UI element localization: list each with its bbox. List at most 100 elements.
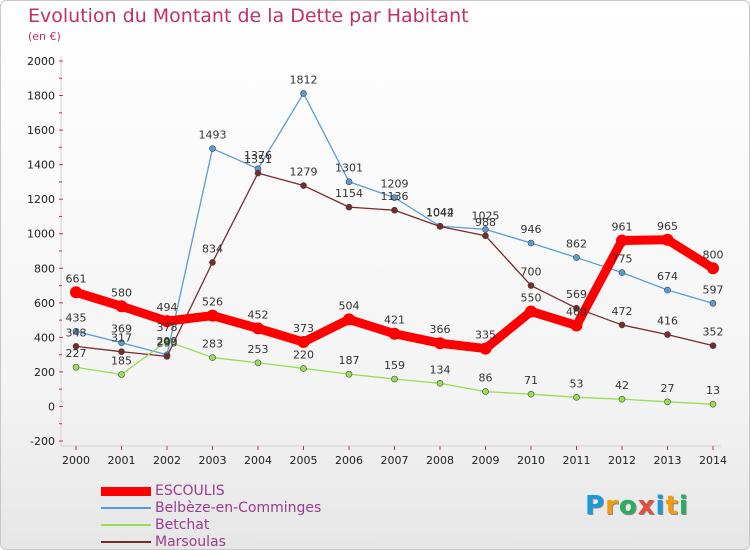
data-point: [118, 339, 125, 347]
data-label: 369: [111, 323, 132, 336]
data-point: [161, 315, 173, 328]
data-label: 187: [339, 354, 360, 367]
legend-swatch: [101, 524, 151, 526]
data-point: [709, 400, 717, 408]
data-label: 71: [524, 374, 538, 387]
data-point: [345, 203, 353, 211]
data-label: 1812: [290, 73, 318, 86]
legend-label: Marsoulas: [155, 534, 226, 550]
legend-swatch: [101, 541, 151, 543]
data-label: 373: [293, 322, 314, 335]
data-label: 965: [657, 220, 678, 233]
data-point: [345, 370, 353, 378]
data-label: 504: [339, 299, 360, 312]
data-label: 220: [293, 348, 314, 361]
data-label: 1376: [244, 149, 272, 162]
data-point: [709, 342, 717, 349]
data-label: 317: [111, 332, 132, 345]
data-label: 159: [384, 359, 405, 372]
data-point: [297, 336, 310, 349]
data-label: 348: [66, 326, 87, 339]
data-label: 800: [703, 248, 724, 261]
x-tick-label: 2013: [654, 454, 682, 467]
y-tick-label: 400: [34, 331, 55, 344]
data-label: 550: [521, 291, 542, 304]
data-point: [163, 337, 171, 345]
data-point: [345, 178, 353, 186]
data-label: 775: [612, 253, 633, 266]
data-label: 1279: [290, 166, 318, 179]
data-point: [206, 309, 219, 322]
data-label: 597: [703, 283, 724, 296]
data-point: [618, 321, 626, 329]
y-tick-label: 1600: [27, 124, 55, 137]
data-label: 253: [248, 343, 269, 356]
legend-label: Belbèze-en-Comminges: [155, 500, 322, 516]
y-tick-label: 2000: [27, 55, 55, 68]
data-label: 1493: [199, 129, 227, 142]
data-point: [434, 337, 446, 350]
legend-swatch: [101, 487, 151, 496]
data-point: [664, 286, 671, 294]
data-point: [254, 359, 262, 367]
data-label: 961: [612, 220, 633, 233]
y-tick-label: 1000: [27, 228, 55, 241]
data-label: 1154: [335, 187, 363, 200]
data-point: [300, 90, 307, 97]
data-label: 988: [475, 216, 496, 229]
data-point: [115, 300, 128, 313]
data-point: [664, 331, 671, 338]
data-label: 469: [566, 305, 587, 318]
data-point: [664, 398, 671, 406]
data-label: 1044: [426, 206, 454, 219]
y-tick-label: 1200: [27, 193, 55, 206]
data-point: [70, 286, 82, 299]
y-tick-label: 0: [48, 400, 55, 413]
data-point: [479, 342, 492, 355]
x-tick-label: 2011: [563, 454, 591, 467]
x-tick-label: 2001: [108, 454, 136, 467]
data-point: [618, 395, 626, 403]
y-tick-label: 600: [34, 297, 55, 310]
data-label: 366: [430, 323, 451, 336]
data-label: 185: [111, 355, 132, 368]
legend-label: ESCOULIS: [155, 483, 225, 499]
data-label: 661: [66, 272, 87, 285]
data-label: 53: [570, 377, 584, 390]
x-tick-label: 2009: [472, 454, 500, 467]
data-label: 494: [157, 301, 178, 314]
x-tick-label: 2010: [517, 454, 545, 467]
data-label: 1042: [426, 206, 454, 219]
data-point: [436, 380, 444, 387]
data-point: [618, 269, 626, 276]
logo-letter: x: [637, 491, 656, 521]
data-label: 452: [248, 308, 269, 321]
data-point: [661, 233, 674, 246]
data-point: [163, 353, 171, 360]
data-label: 700: [521, 266, 542, 279]
data-point: [527, 239, 535, 247]
logo-letter: r: [605, 491, 619, 521]
data-label: 569: [566, 288, 587, 301]
data-point: [573, 254, 580, 261]
x-tick-label: 2004: [244, 454, 272, 467]
data-label: 946: [521, 223, 542, 236]
x-tick-label: 2007: [381, 454, 409, 467]
y-tick-label: 200: [34, 366, 55, 379]
data-point: [254, 169, 262, 177]
legend-swatch: [101, 507, 151, 509]
legend-label: Betchat: [155, 517, 210, 533]
logo-letter: i: [678, 491, 689, 521]
data-label: 290: [157, 336, 178, 349]
data-point: [72, 363, 80, 371]
data-point: [118, 348, 125, 356]
data-label: 674: [657, 270, 678, 283]
data-point: [343, 313, 355, 326]
data-label: 421: [384, 314, 405, 327]
y-tick-label: 1400: [27, 159, 55, 172]
data-point: [616, 234, 628, 247]
series-line-2: [75, 340, 714, 405]
data-label: 378: [157, 321, 178, 334]
